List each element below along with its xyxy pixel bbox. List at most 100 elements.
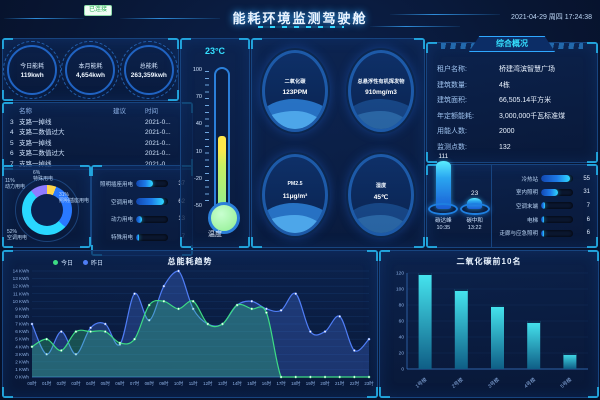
svg-text:4 KWh: 4 KWh xyxy=(15,344,29,349)
svg-text:16时: 16时 xyxy=(262,380,272,386)
donut-slice-label: 52% 空调用电 xyxy=(7,229,28,241)
alarm-name: 支路一掉线 xyxy=(19,160,52,168)
overview-title: 综合概况 xyxy=(469,36,555,52)
energy-stat-label: 总能耗 xyxy=(139,63,158,70)
donut-slice-label: 6% 特殊用电 xyxy=(33,170,54,182)
energy-stat-value: 263,359kwh xyxy=(130,71,167,79)
bar-fill xyxy=(541,216,545,224)
bar-row: 照明插座用电37 xyxy=(99,180,185,188)
svg-text:13 KWh: 13 KWh xyxy=(13,276,30,281)
svg-text:01时: 01时 xyxy=(42,380,52,386)
energy-stat-circle: 今日能耗 119kwh xyxy=(3,40,62,99)
gauge-value: 111 xyxy=(438,152,449,160)
co2-chart-title: 二氧化碳前10名 xyxy=(456,257,522,266)
bar-label: 特殊用电 xyxy=(110,235,133,242)
bar-fill xyxy=(541,188,558,196)
svg-text:7 KWh: 7 KWh xyxy=(15,322,29,327)
alarm-advice xyxy=(113,139,145,150)
carbon-gauge: 23 碳中和 13:22 xyxy=(459,190,490,231)
gauge-label: 碳中和 13:22 xyxy=(466,218,483,231)
env-label: 二氧化碳 xyxy=(284,79,306,86)
header-decor-line xyxy=(120,18,220,19)
alarm-time: 2021-0... xyxy=(145,118,171,126)
overview-row: 监测点数: 132 xyxy=(437,143,589,152)
overview-row: 建筑面积: 66,505.14平方米 xyxy=(437,96,589,105)
header-decor-line xyxy=(4,18,84,19)
energy-stat-label: 今日能耗 xyxy=(20,63,45,70)
alarm-name: 支路二数值过大 xyxy=(19,129,65,136)
column-header: 时间 xyxy=(145,108,158,115)
row-index: 3 xyxy=(10,118,14,126)
co2-chart-panel: 二氧化碳前10名 0 20 40 60 80 100 120 1号楼 2号楼 3号楼 4号楼 5号楼 xyxy=(379,250,599,398)
svg-text:21时: 21时 xyxy=(335,380,345,386)
bar-fill xyxy=(541,229,545,237)
bar-label: 空调末端 xyxy=(515,203,538,210)
bar-track xyxy=(541,202,573,210)
overview-row: 用能人数: 2000 xyxy=(437,127,589,136)
co2-bar-chart: 0 20 40 60 80 100 120 1号楼 2号楼 3号楼 4号楼 5号楼 xyxy=(382,265,596,395)
env-value: 11μg/m³ xyxy=(282,193,308,201)
header: 已连接 能耗环境监测驾驶舱 2021-04-29 周四 17:24:38 xyxy=(0,0,600,34)
svg-text:3 KWh: 3 KWh xyxy=(15,352,29,357)
carbon-bars: 冷热站 55 室内照明 31 空调末端 7 电梯 6 走廊与应急照明 6 xyxy=(491,165,597,247)
svg-text:0: 0 xyxy=(401,367,404,373)
carbon-gauge: 111 碳达峰 10:35 xyxy=(428,152,459,231)
overview-row: 租户名称: 桥建湾滨智慧广场 xyxy=(437,65,589,74)
gauge-base xyxy=(428,203,459,215)
overview-label: 监测点数: xyxy=(437,143,467,151)
bar-track xyxy=(136,233,168,241)
row-index: 6 xyxy=(10,150,14,157)
alarm-name: 支路一掉线 xyxy=(19,139,52,147)
svg-text:120: 120 xyxy=(396,271,404,277)
thermometer-tube xyxy=(214,67,230,213)
bar-row: 空调用电62 xyxy=(99,198,185,206)
bar-value: 6 xyxy=(586,230,590,237)
svg-text:19时: 19时 xyxy=(306,380,316,386)
alarm-time: 2021-0... xyxy=(145,129,171,136)
table-row: 3 支路一掉线 2021-0... xyxy=(10,118,185,129)
alarm-table-panel: 名称 建议 时间 3 支路一掉线 2021-0... 4 支路二数值过大 2021-0... 5 支… xyxy=(2,102,193,170)
overview-label: 建筑面积: xyxy=(437,97,467,105)
overview-value: 66,505.14平方米 xyxy=(499,97,552,105)
thermometer-tick-label: 10 xyxy=(195,148,202,155)
overview-label: 建筑数量: xyxy=(437,81,467,89)
bar-fill xyxy=(541,175,571,183)
legend-item[interactable]: 昨日 xyxy=(83,258,103,267)
alarm-name: 支路二数值过大 xyxy=(19,150,65,157)
bar-label: 冷热站 xyxy=(521,176,538,183)
svg-text:80: 80 xyxy=(399,303,405,309)
overview-value: 2000 xyxy=(499,128,515,136)
env-cell: 湿度 45℃ xyxy=(338,143,424,247)
bar-fill xyxy=(136,198,165,206)
overview-row: 年定额能耗: 3,000,000千瓦标准煤 xyxy=(437,112,589,121)
energy-stat-label: 本月能耗 xyxy=(78,63,103,70)
svg-text:14 KWh: 14 KWh xyxy=(13,269,30,274)
bar-value: 6 xyxy=(586,216,590,223)
svg-text:07时: 07时 xyxy=(130,380,140,386)
bar-track xyxy=(541,175,573,183)
row-index: 5 xyxy=(10,139,14,147)
svg-text:10 KWh: 10 KWh xyxy=(13,299,30,304)
bar-value: 31 xyxy=(583,189,590,196)
bar-row: 室内照明 31 xyxy=(498,188,590,196)
alarm-time: 2021-0... xyxy=(145,139,171,147)
energy-stat-value: 4,654kwh xyxy=(76,71,105,79)
bar-label: 电梯 xyxy=(526,217,538,224)
svg-text:0 KWh: 0 KWh xyxy=(15,375,29,380)
bar-row: 电梯 6 xyxy=(498,216,590,224)
overview-label: 用能人数: xyxy=(437,128,467,136)
usage-bars-panel: 照明插座用电37 空调用电62 动力用电13 特殊用电7 xyxy=(91,165,193,256)
table-row: 4 支路二数值过大 2021-0... xyxy=(10,128,185,139)
header-decor-line xyxy=(390,14,500,15)
legend-label: 今日 xyxy=(61,261,74,267)
table-row: 7 支路一掉线 2021-0... xyxy=(10,160,185,171)
legend-item[interactable]: 今日 xyxy=(53,258,73,267)
thermometer-tick-label: 100 xyxy=(192,67,202,73)
legend-label: 昨日 xyxy=(91,261,104,267)
bar-label: 空调用电 xyxy=(110,199,133,206)
bar-value: 55 xyxy=(583,175,590,182)
svg-text:2号楼: 2号楼 xyxy=(450,376,464,390)
row-index: 7 xyxy=(10,160,14,168)
overview-value: 132 xyxy=(499,143,511,151)
svg-text:11 KWh: 11 KWh xyxy=(13,291,29,296)
